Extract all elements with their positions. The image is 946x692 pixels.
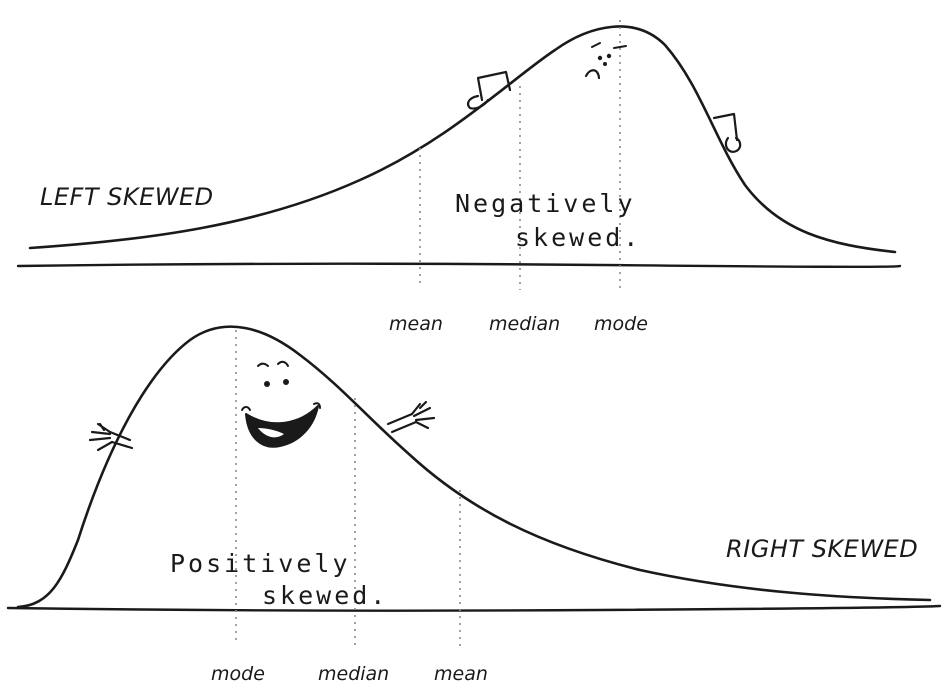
left-mean-label: mean bbox=[389, 313, 443, 335]
right-skew-caption-line2: skewed. bbox=[262, 581, 388, 610]
smile-face-icon bbox=[241, 360, 321, 448]
bottom-baseline bbox=[6, 604, 942, 612]
left-median-label: median bbox=[489, 313, 560, 335]
frown-face-icon bbox=[584, 42, 627, 80]
left-skew-panel: LEFT SKEWED Negatively skewed. mean medi… bbox=[16, 20, 902, 335]
right-mean-label: mean bbox=[434, 663, 488, 685]
top-baseline bbox=[16, 262, 902, 268]
left-skew-caption-line1: Negatively bbox=[455, 189, 636, 218]
right-skew-arm-left bbox=[88, 422, 134, 452]
right-skew-caption-line1: Positively bbox=[170, 549, 351, 578]
right-skew-title: RIGHT SKEWED bbox=[726, 535, 918, 563]
left-skew-arm-right bbox=[712, 112, 742, 153]
left-skew-caption-line2: skewed. bbox=[515, 223, 641, 252]
right-skew-arm-right bbox=[386, 400, 436, 434]
right-skew-panel: RIGHT SKEWED Positively skewed. mode med… bbox=[6, 325, 942, 685]
left-mode-label: mode bbox=[594, 313, 648, 335]
right-skew-curve bbox=[16, 325, 932, 609]
left-skew-curve bbox=[28, 25, 897, 254]
left-skew-arm-left bbox=[467, 70, 512, 110]
left-skew-title: LEFT SKEWED bbox=[40, 183, 214, 211]
right-median-label: median bbox=[318, 663, 389, 685]
right-mode-label: mode bbox=[211, 663, 265, 685]
